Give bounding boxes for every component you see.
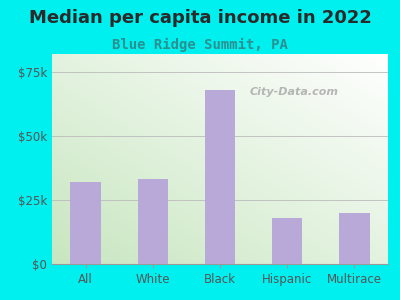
Bar bbox=[70, 182, 101, 264]
Text: Blue Ridge Summit, PA: Blue Ridge Summit, PA bbox=[112, 38, 288, 52]
Bar bbox=[339, 213, 370, 264]
Bar bbox=[205, 90, 235, 264]
Bar bbox=[272, 218, 302, 264]
Text: City-Data.com: City-Data.com bbox=[250, 87, 338, 97]
Bar bbox=[138, 179, 168, 264]
Text: Median per capita income in 2022: Median per capita income in 2022 bbox=[28, 9, 372, 27]
